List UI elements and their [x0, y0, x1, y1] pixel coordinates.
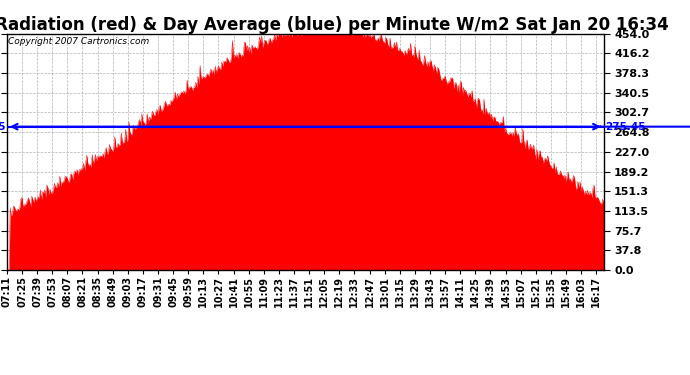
- Text: Copyright 2007 Cartronics.com: Copyright 2007 Cartronics.com: [8, 37, 149, 46]
- Title: Solar Radiation (red) & Day Average (blue) per Minute W/m2 Sat Jan 20 16:34: Solar Radiation (red) & Day Average (blu…: [0, 16, 669, 34]
- Text: 275.45: 275.45: [0, 122, 6, 132]
- Text: 275.45: 275.45: [605, 122, 645, 132]
